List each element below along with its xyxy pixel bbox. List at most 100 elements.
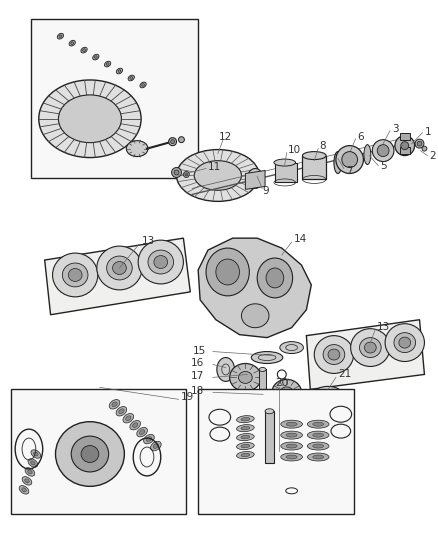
- Ellipse shape: [194, 160, 241, 190]
- Ellipse shape: [174, 170, 179, 175]
- Ellipse shape: [216, 259, 240, 285]
- Ellipse shape: [262, 428, 288, 440]
- Text: 10: 10: [288, 144, 301, 155]
- Ellipse shape: [81, 47, 87, 53]
- Ellipse shape: [31, 461, 35, 465]
- Ellipse shape: [422, 146, 427, 151]
- Ellipse shape: [237, 433, 254, 441]
- Ellipse shape: [394, 333, 416, 352]
- Ellipse shape: [286, 444, 297, 448]
- Ellipse shape: [71, 42, 74, 44]
- Ellipse shape: [364, 144, 371, 165]
- Ellipse shape: [118, 70, 121, 72]
- Ellipse shape: [268, 442, 290, 452]
- Ellipse shape: [313, 422, 324, 426]
- Text: 3: 3: [392, 124, 399, 134]
- Ellipse shape: [261, 389, 269, 393]
- Ellipse shape: [237, 416, 254, 423]
- Ellipse shape: [259, 367, 266, 372]
- Ellipse shape: [314, 336, 353, 374]
- Ellipse shape: [364, 342, 376, 353]
- Text: 19: 19: [180, 392, 194, 402]
- Ellipse shape: [251, 352, 283, 364]
- Ellipse shape: [19, 486, 29, 494]
- Ellipse shape: [177, 150, 259, 201]
- Ellipse shape: [241, 426, 250, 430]
- Ellipse shape: [106, 63, 109, 66]
- Text: 2: 2: [429, 151, 436, 160]
- Ellipse shape: [128, 75, 134, 81]
- Ellipse shape: [68, 269, 82, 281]
- Ellipse shape: [336, 146, 364, 173]
- Text: 18: 18: [191, 386, 205, 397]
- Ellipse shape: [313, 455, 324, 459]
- Ellipse shape: [206, 248, 249, 296]
- Ellipse shape: [113, 262, 126, 274]
- Ellipse shape: [28, 470, 32, 474]
- Bar: [400, 133, 410, 140]
- Ellipse shape: [59, 35, 62, 37]
- Ellipse shape: [53, 253, 98, 297]
- Ellipse shape: [313, 433, 324, 437]
- Ellipse shape: [138, 240, 184, 284]
- Ellipse shape: [372, 140, 394, 161]
- Ellipse shape: [241, 417, 250, 421]
- Ellipse shape: [241, 304, 269, 328]
- Text: 15: 15: [193, 345, 206, 356]
- Bar: [400, 147, 410, 154]
- Ellipse shape: [286, 422, 297, 426]
- Ellipse shape: [280, 387, 293, 398]
- Ellipse shape: [237, 451, 254, 458]
- Ellipse shape: [28, 459, 38, 467]
- Ellipse shape: [107, 256, 132, 280]
- Text: 5: 5: [380, 160, 387, 171]
- Ellipse shape: [119, 409, 124, 414]
- Text: 16: 16: [191, 359, 205, 368]
- Ellipse shape: [239, 372, 252, 383]
- Ellipse shape: [251, 173, 259, 183]
- Ellipse shape: [25, 467, 35, 476]
- Ellipse shape: [151, 441, 161, 451]
- Ellipse shape: [280, 342, 304, 353]
- Ellipse shape: [57, 34, 64, 39]
- Ellipse shape: [105, 61, 111, 67]
- Bar: [31, 19, 198, 179]
- Ellipse shape: [237, 425, 254, 432]
- Ellipse shape: [153, 443, 159, 448]
- Ellipse shape: [133, 423, 138, 427]
- Ellipse shape: [307, 442, 329, 450]
- Ellipse shape: [281, 453, 303, 461]
- Ellipse shape: [307, 431, 329, 439]
- Ellipse shape: [399, 337, 411, 348]
- Ellipse shape: [140, 82, 146, 88]
- Bar: [11, 389, 186, 514]
- Ellipse shape: [415, 139, 424, 148]
- Ellipse shape: [272, 379, 301, 405]
- Ellipse shape: [141, 84, 145, 86]
- Bar: [303, 156, 326, 180]
- Ellipse shape: [351, 329, 390, 367]
- Ellipse shape: [230, 364, 261, 391]
- Ellipse shape: [169, 138, 177, 146]
- Ellipse shape: [154, 255, 168, 269]
- Text: 1: 1: [424, 127, 431, 136]
- Ellipse shape: [286, 433, 297, 437]
- Ellipse shape: [401, 142, 409, 150]
- Text: 14: 14: [293, 234, 307, 244]
- Ellipse shape: [286, 455, 297, 459]
- Text: 11: 11: [208, 161, 221, 172]
- Ellipse shape: [323, 345, 345, 365]
- Ellipse shape: [109, 400, 120, 409]
- Bar: [259, 369, 266, 389]
- Ellipse shape: [139, 430, 145, 434]
- Ellipse shape: [395, 136, 415, 156]
- Ellipse shape: [257, 258, 293, 298]
- Text: 8: 8: [319, 141, 326, 151]
- Ellipse shape: [247, 168, 263, 188]
- Ellipse shape: [185, 173, 188, 176]
- Ellipse shape: [241, 435, 250, 439]
- Ellipse shape: [178, 136, 184, 143]
- Ellipse shape: [22, 488, 26, 492]
- Ellipse shape: [328, 349, 340, 360]
- Ellipse shape: [34, 452, 38, 456]
